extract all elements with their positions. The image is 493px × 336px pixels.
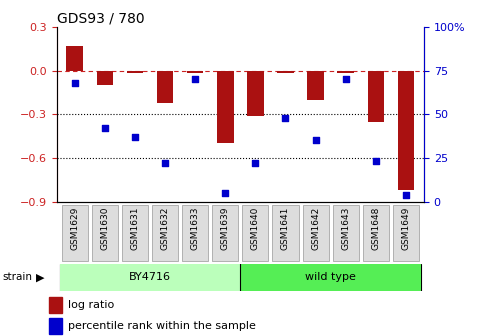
Text: percentile rank within the sample: percentile rank within the sample [68, 321, 256, 331]
FancyBboxPatch shape [242, 205, 269, 261]
Text: GSM1633: GSM1633 [191, 207, 200, 250]
Bar [307, 71, 324, 100]
Bar [277, 71, 294, 74]
Point [282, 115, 289, 120]
Bar [49, 318, 62, 334]
Text: GSM1642: GSM1642 [311, 207, 320, 250]
Text: BY4716: BY4716 [129, 272, 171, 282]
Point [161, 161, 169, 166]
FancyBboxPatch shape [182, 205, 208, 261]
Bar [337, 71, 354, 74]
Point [402, 192, 410, 197]
FancyBboxPatch shape [92, 205, 118, 261]
FancyBboxPatch shape [303, 205, 329, 261]
FancyBboxPatch shape [241, 264, 421, 291]
Point [221, 190, 229, 196]
Bar [127, 71, 143, 74]
Point [191, 77, 199, 82]
Text: GDS93 / 780: GDS93 / 780 [57, 12, 144, 26]
Bar [247, 71, 264, 116]
Text: wild type: wild type [305, 272, 356, 282]
FancyBboxPatch shape [333, 205, 359, 261]
Point [342, 77, 350, 82]
Bar [67, 46, 83, 71]
Text: GSM1640: GSM1640 [251, 207, 260, 250]
Bar [398, 71, 414, 190]
Text: GSM1632: GSM1632 [161, 207, 170, 250]
FancyBboxPatch shape [62, 205, 88, 261]
FancyBboxPatch shape [122, 205, 148, 261]
Bar [368, 71, 384, 122]
FancyBboxPatch shape [60, 264, 241, 291]
Text: GSM1649: GSM1649 [401, 207, 410, 250]
Text: GSM1639: GSM1639 [221, 207, 230, 250]
Text: ▶: ▶ [35, 272, 44, 282]
FancyBboxPatch shape [152, 205, 178, 261]
Point [312, 138, 319, 143]
Text: GSM1631: GSM1631 [131, 207, 140, 250]
Text: strain: strain [2, 272, 33, 282]
Text: GSM1629: GSM1629 [70, 207, 79, 250]
Bar [49, 297, 62, 313]
Point [372, 159, 380, 164]
FancyBboxPatch shape [393, 205, 419, 261]
Text: log ratio: log ratio [68, 300, 114, 310]
Text: GSM1648: GSM1648 [371, 207, 380, 250]
Bar [157, 71, 174, 102]
Bar [217, 71, 234, 143]
FancyBboxPatch shape [363, 205, 389, 261]
Text: GSM1630: GSM1630 [101, 207, 109, 250]
Text: GSM1641: GSM1641 [281, 207, 290, 250]
Bar [187, 71, 204, 74]
Text: GSM1643: GSM1643 [341, 207, 350, 250]
Point [251, 161, 259, 166]
Point [101, 126, 109, 131]
FancyBboxPatch shape [273, 205, 299, 261]
FancyBboxPatch shape [212, 205, 239, 261]
Point [71, 80, 79, 85]
Bar [97, 71, 113, 85]
Point [131, 134, 139, 140]
